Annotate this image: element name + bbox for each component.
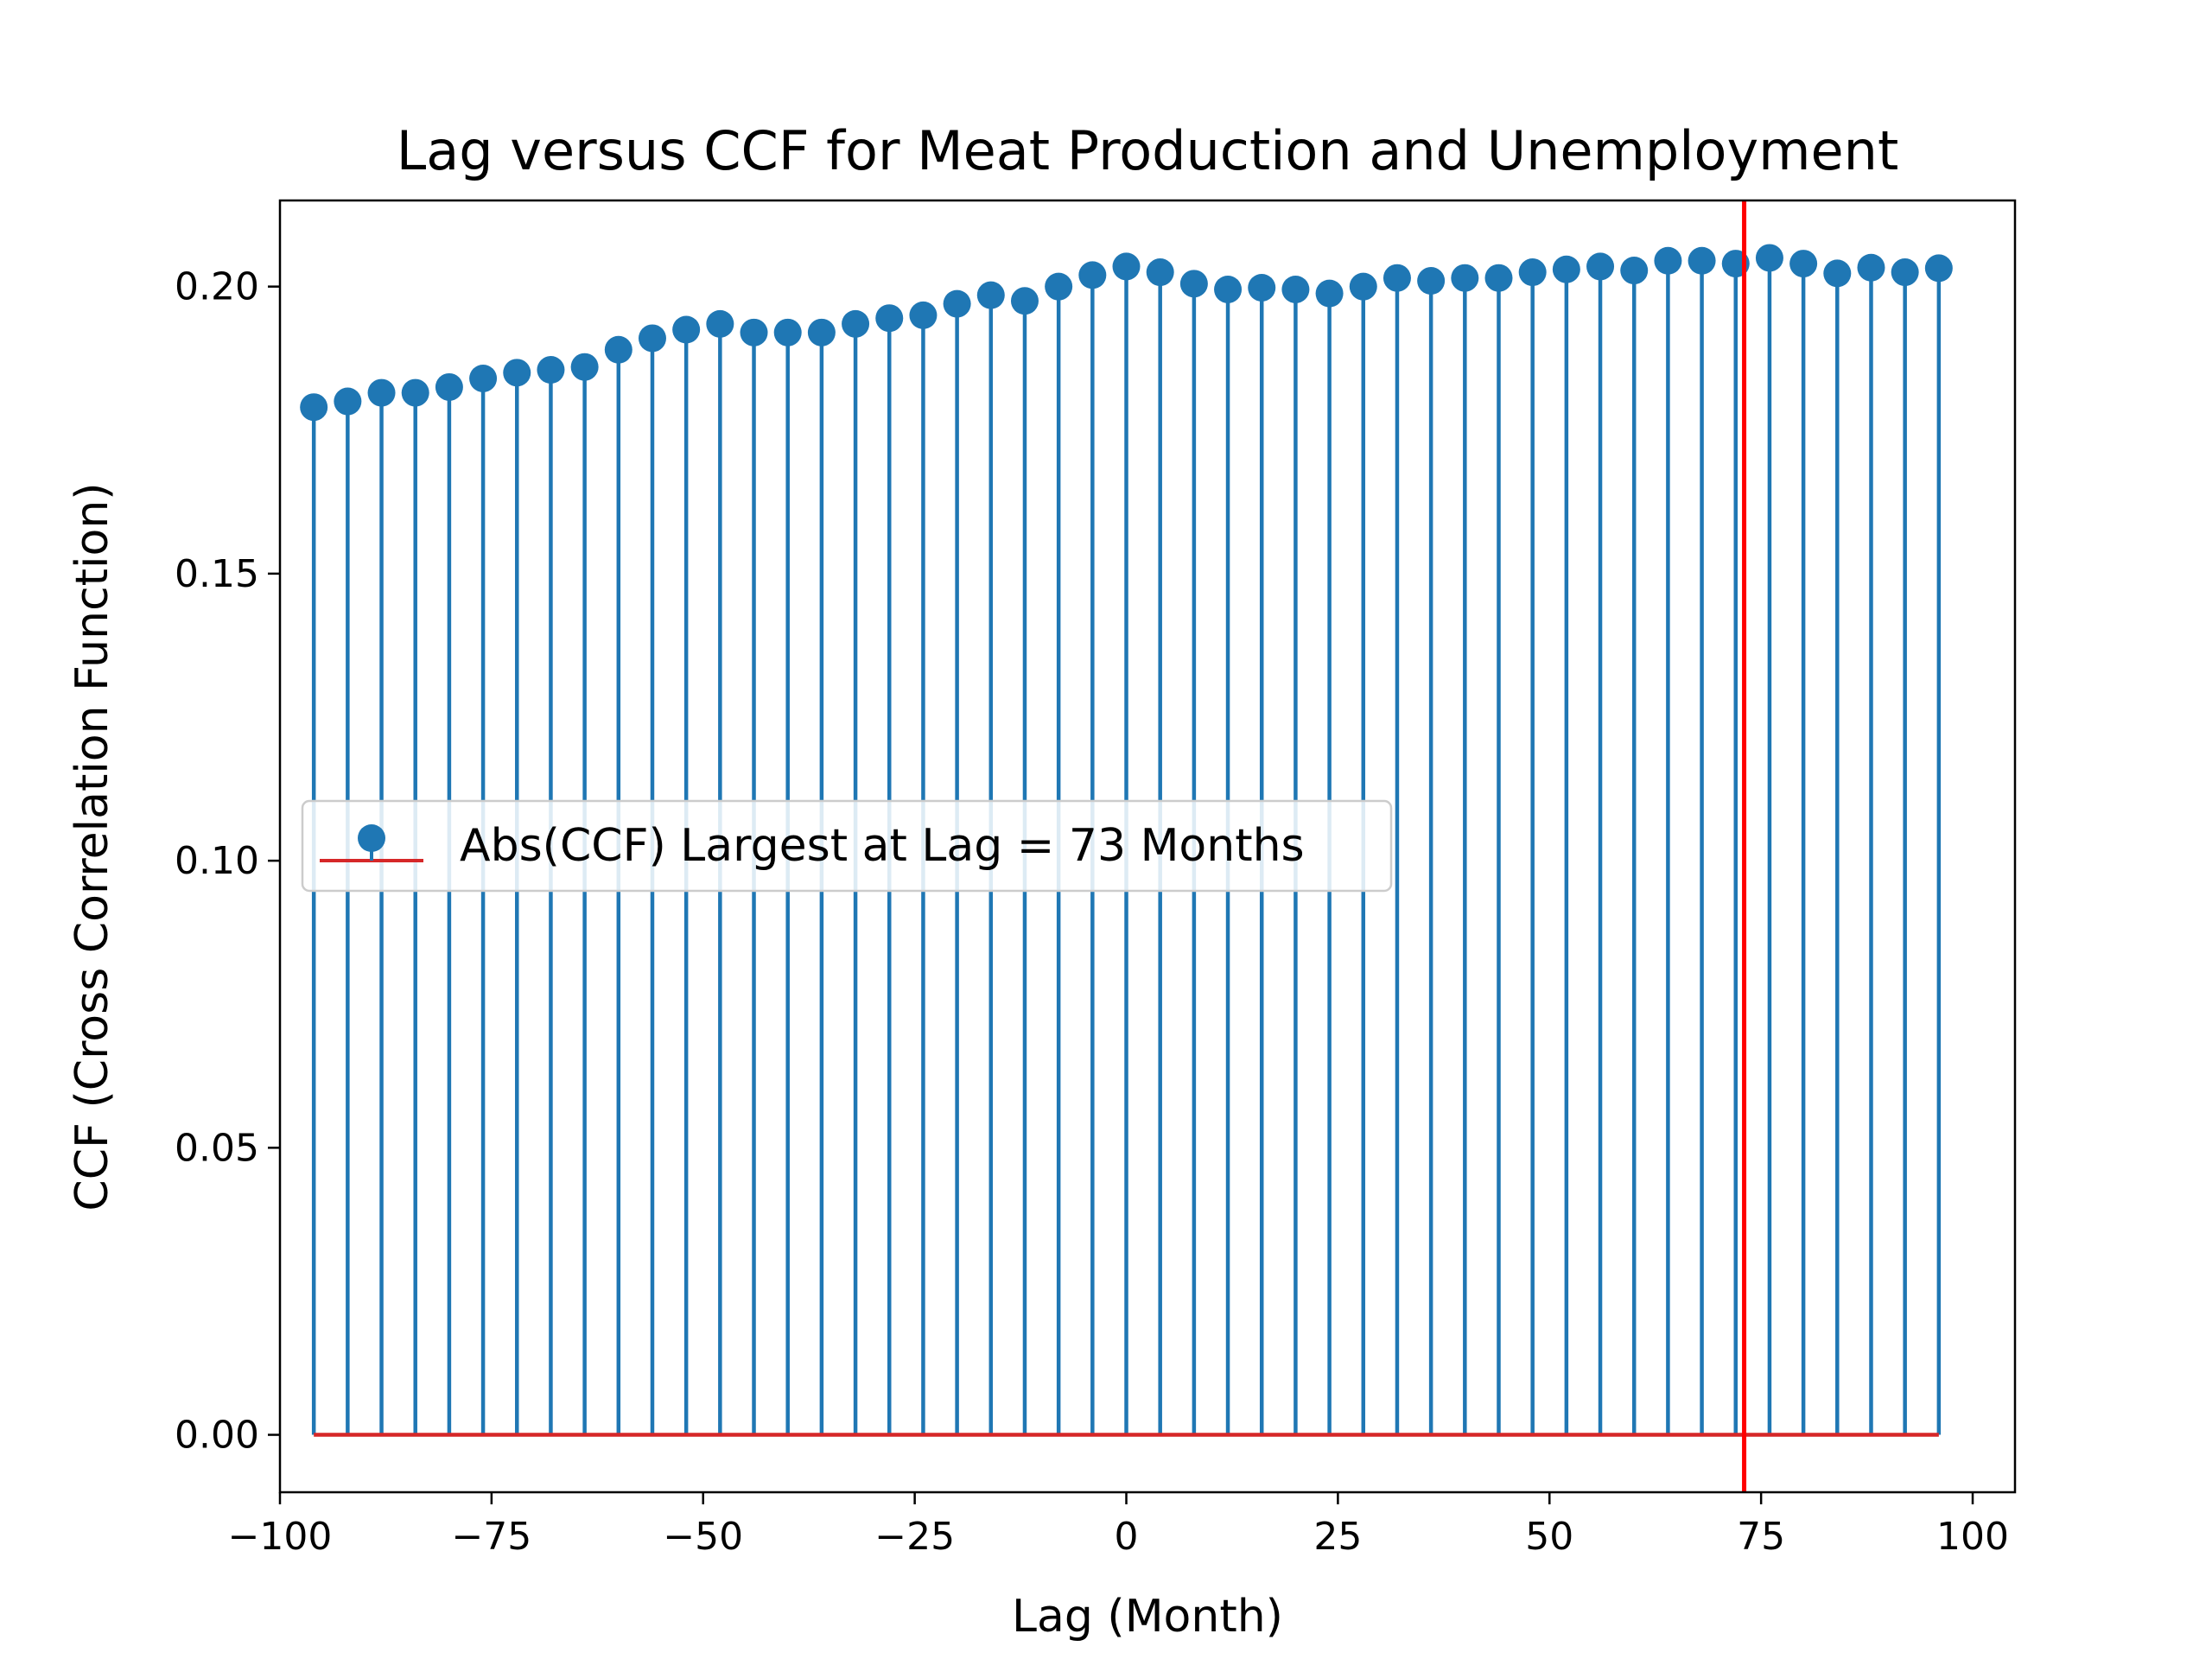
stem-marker bbox=[1045, 272, 1073, 301]
y-tick-label: 0.05 bbox=[175, 1126, 259, 1170]
stem-marker bbox=[604, 335, 632, 364]
y-axis-ticks: 0.00 0.05 0.10 0.15 0.20 bbox=[175, 265, 280, 1458]
stem-marker bbox=[1484, 264, 1513, 292]
legend-marker-swatch bbox=[358, 824, 385, 852]
stem-marker bbox=[469, 364, 498, 392]
stem-marker bbox=[1010, 287, 1039, 315]
legend-label: Abs(CCF) Largest at Lag = 73 Months bbox=[460, 820, 1305, 872]
x-tick-label: −50 bbox=[663, 1515, 743, 1559]
stem-marker bbox=[1281, 275, 1310, 303]
stem-marker bbox=[1214, 275, 1243, 303]
stem-marker bbox=[976, 281, 1005, 309]
stem-marker bbox=[1417, 267, 1446, 296]
stem-marker bbox=[943, 289, 971, 318]
stem-marker bbox=[435, 372, 463, 401]
stem-marker bbox=[537, 356, 565, 385]
y-tick-label: 0.15 bbox=[175, 552, 259, 596]
x-tick-label: 75 bbox=[1737, 1515, 1785, 1559]
stem-marker bbox=[1179, 270, 1208, 298]
x-tick-label: −25 bbox=[874, 1515, 955, 1559]
x-tick-label: −100 bbox=[228, 1515, 333, 1559]
stem-marker bbox=[1078, 261, 1107, 289]
stem-marker bbox=[842, 309, 870, 338]
stem-marker bbox=[740, 318, 768, 346]
x-axis-ticks: −100 −75 −50 −25 0 25 50 75 100 bbox=[228, 1492, 2009, 1559]
stem-marker bbox=[875, 304, 904, 333]
stem-marker bbox=[570, 353, 599, 381]
stem-marker bbox=[367, 378, 396, 407]
x-tick-label: 50 bbox=[1525, 1515, 1573, 1559]
stem-marker bbox=[1823, 259, 1852, 288]
chart-title: Lag versus CCF for Meat Production and U… bbox=[397, 119, 1899, 182]
stem-marker bbox=[1248, 273, 1276, 302]
stem-marker bbox=[1654, 246, 1682, 275]
stem-marker bbox=[1891, 258, 1919, 287]
stem-marker bbox=[909, 301, 938, 329]
stem-marker bbox=[1315, 279, 1344, 308]
legend: Abs(CCF) Largest at Lag = 73 Months bbox=[301, 799, 1393, 893]
legend-box bbox=[301, 799, 1393, 893]
stem-marker bbox=[1552, 255, 1580, 283]
stem-marker bbox=[638, 324, 666, 353]
stem-marker bbox=[773, 318, 802, 346]
stem-marker bbox=[1382, 264, 1411, 292]
x-tick-label: 25 bbox=[1313, 1515, 1362, 1559]
stem-marker bbox=[1924, 254, 1953, 283]
plot-marks bbox=[300, 200, 1953, 1492]
plot-frame bbox=[278, 199, 2017, 1494]
stem-marker bbox=[1112, 252, 1141, 281]
x-tick-label: −75 bbox=[451, 1515, 531, 1559]
stem-marker bbox=[672, 315, 701, 344]
y-axis-label: CCF (Cross Correlation Function) bbox=[67, 482, 118, 1211]
stem-marker bbox=[1857, 253, 1885, 282]
y-tick-label: 0.00 bbox=[175, 1414, 259, 1458]
y-tick-label: 0.10 bbox=[175, 839, 259, 883]
stem-marker bbox=[1620, 257, 1649, 285]
stem-marker bbox=[1789, 250, 1818, 278]
stem-marker bbox=[503, 359, 531, 387]
x-tick-label: 100 bbox=[1936, 1515, 2009, 1559]
stem-marker bbox=[1349, 272, 1377, 301]
stem-marker bbox=[300, 393, 328, 422]
stem-marker bbox=[401, 378, 429, 407]
x-tick-label: 0 bbox=[1115, 1515, 1139, 1559]
stem-marker bbox=[1146, 258, 1174, 287]
stem-marker bbox=[1688, 246, 1716, 275]
stem-marker bbox=[1586, 252, 1615, 281]
stem-marker bbox=[706, 309, 734, 338]
stem-marker bbox=[1451, 264, 1479, 292]
stem-marker bbox=[334, 387, 362, 416]
stem-marker bbox=[1518, 258, 1547, 287]
y-tick-label: 0.20 bbox=[175, 265, 259, 309]
x-axis-label: Lag (Month) bbox=[1012, 1591, 1283, 1643]
stem-marker bbox=[1755, 244, 1783, 272]
stem-marker bbox=[807, 318, 836, 346]
